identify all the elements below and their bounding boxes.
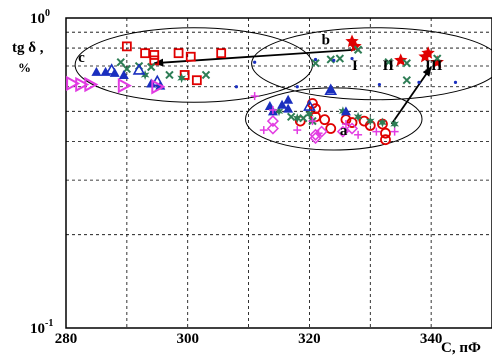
y-tick-label: 100 [30, 8, 50, 27]
point-cross [288, 113, 295, 120]
label-c: c [78, 50, 85, 66]
point-triangle [283, 95, 293, 104]
point-cross [166, 71, 173, 78]
point-plus [293, 126, 301, 134]
point-dot [253, 61, 256, 64]
point-dot [332, 59, 335, 62]
point-square [217, 49, 225, 57]
point-dot [235, 85, 238, 88]
point-triangle [119, 70, 129, 79]
x-axis-label: C, пФ [441, 340, 481, 356]
point-square [193, 76, 201, 84]
y-axis-label-percent: % [18, 60, 31, 75]
point-plus [354, 131, 362, 139]
label-a: a [340, 123, 348, 139]
point-circle [381, 135, 390, 144]
point-dot [314, 58, 317, 61]
point-cross [403, 77, 410, 84]
axis-ticks: 280 300 320 340 10-1 100 [30, 8, 442, 347]
point-dot [454, 81, 457, 84]
label-II: II [382, 58, 394, 74]
point-square [141, 49, 149, 57]
label-I: I [352, 58, 358, 74]
point-plus [391, 128, 399, 136]
data-points [67, 35, 457, 145]
point-triangle [91, 67, 101, 76]
y-axis-label-tg: tg δ , [12, 40, 44, 56]
point-dot [296, 85, 299, 88]
point-dot [417, 81, 420, 84]
point-cross [403, 60, 410, 67]
annotations: abc I II III [78, 33, 443, 139]
point-plus [251, 92, 259, 100]
x-tick-label: 340 [420, 331, 443, 347]
point-plus [260, 126, 268, 134]
cluster-b [252, 28, 492, 100]
point-cross [117, 59, 124, 66]
point-circle [320, 115, 329, 124]
x-tick-label: 300 [176, 331, 199, 347]
point-dot [378, 83, 381, 86]
x-tick-label: 320 [298, 331, 321, 347]
point-cross [202, 71, 209, 78]
point-square [175, 49, 183, 57]
label-b: b [322, 33, 330, 49]
arrow-a-to-iii [392, 67, 432, 124]
point-triangle-right [119, 80, 130, 92]
point-cross [336, 55, 343, 62]
y-tick-label: 10-1 [30, 318, 53, 337]
label-III: III [425, 58, 443, 74]
cluster-ellipses [75, 28, 492, 150]
point-square [150, 51, 158, 59]
x-tick-label: 280 [55, 331, 78, 347]
